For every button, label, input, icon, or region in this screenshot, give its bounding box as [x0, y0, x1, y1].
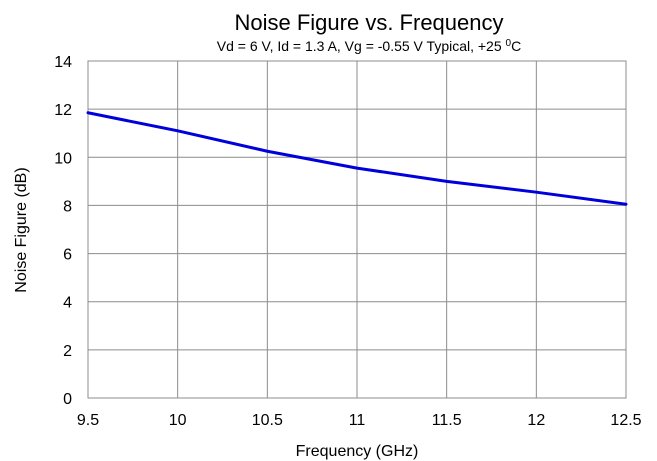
y-tick-label: 4	[63, 295, 72, 312]
series-layer	[86, 111, 628, 206]
x-tick-label: 9.5	[77, 412, 99, 429]
chart-title: Noise Figure vs. Frequency	[235, 10, 504, 35]
chart-subtitle-superscript: 0	[506, 38, 512, 49]
x-tick-label: 12	[527, 412, 545, 429]
y-tick-label: 10	[54, 150, 72, 167]
chart-subtitle-main: Vd = 6 V, Id = 1.3 A, Vg = -0.55 V Typic…	[217, 38, 506, 54]
x-axis-label: Frequency (GHz)	[296, 443, 419, 460]
chart-subtitle: Vd = 6 V, Id = 1.3 A, Vg = -0.55 V Typic…	[217, 38, 521, 54]
y-tick-label: 14	[54, 54, 72, 71]
x-tick-label: 10.5	[252, 412, 283, 429]
y-axis-label: Noise Figure (dB)	[13, 167, 30, 292]
x-tick-label: 12.5	[610, 412, 641, 429]
y-tick-label: 0	[63, 391, 72, 408]
series-line-0	[86, 111, 628, 206]
y-tick-label: 6	[63, 247, 72, 264]
y-tick-label: 2	[63, 343, 72, 360]
plot-area-border	[87, 60, 627, 399]
y-tick-label: 12	[54, 102, 72, 119]
x-axis-tick-labels: 9.5 10 10.5 11 11.5 12 12.5	[77, 412, 642, 429]
chart-subtitle-end: C	[511, 38, 521, 54]
grid-lines	[87, 60, 627, 399]
y-axis-tick-labels: 0 2 4 6 8 10 12 14	[54, 54, 72, 408]
y-tick-label: 8	[63, 198, 72, 215]
x-tick-label: 10	[169, 412, 187, 429]
x-tick-label: 11.5	[432, 412, 462, 429]
x-tick-label: 11	[349, 412, 366, 429]
